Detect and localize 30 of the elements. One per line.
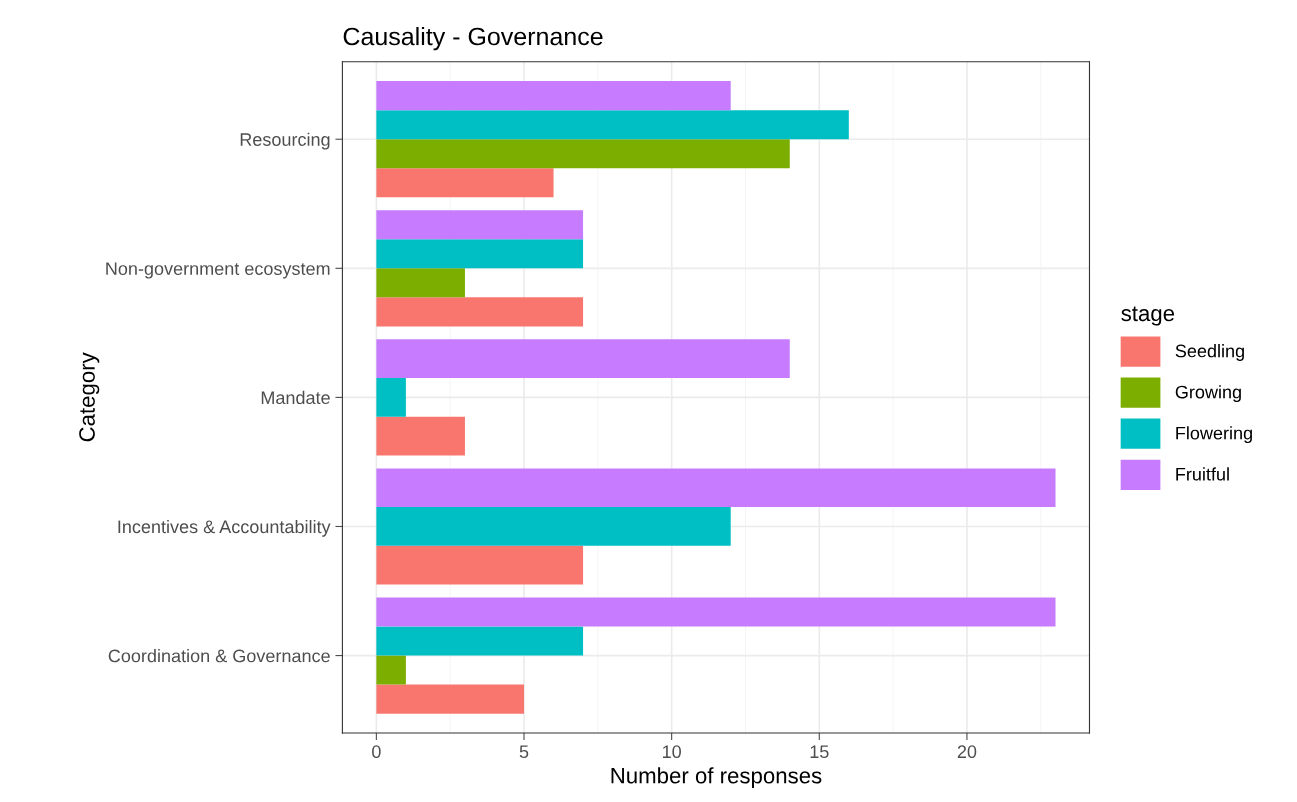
- bar: [376, 168, 554, 198]
- bar: [376, 626, 584, 656]
- bar: [376, 210, 584, 240]
- legend-label: Flowering: [1176, 426, 1252, 444]
- x-tick-label: 10: [662, 745, 681, 759]
- x-tick-label: 0: [372, 745, 381, 759]
- x-tick-label: 20: [957, 745, 977, 759]
- y-axis-title: Category: [79, 352, 100, 442]
- bar: [376, 81, 731, 111]
- bar: [376, 268, 465, 298]
- bar: [376, 110, 849, 140]
- bar: [376, 139, 790, 169]
- legend-label: Growing: [1175, 385, 1241, 403]
- legend-label: Seedling: [1175, 344, 1244, 361]
- legend-title: stage: [1121, 306, 1175, 326]
- bar: [376, 597, 1056, 627]
- bar: [376, 684, 525, 714]
- y-tick-label: Incentives & Accountability: [118, 519, 331, 537]
- y-tick-label: Mandate: [261, 390, 330, 405]
- bar: [376, 297, 584, 327]
- y-tick-label: Resourcing: [240, 132, 330, 150]
- chart-title: Causality - Governance: [343, 26, 603, 51]
- x-tick-label: 5: [519, 745, 529, 759]
- bar: [376, 239, 584, 269]
- legend-label: Fruitful: [1176, 467, 1229, 481]
- x-axis-title: Number of responses: [611, 767, 822, 788]
- x-tick-label: 15: [810, 745, 829, 759]
- y-tick-label: Non-government ecosystem: [106, 262, 330, 279]
- bar: [376, 655, 406, 685]
- y-tick-label: Coordination & Governance: [108, 649, 330, 663]
